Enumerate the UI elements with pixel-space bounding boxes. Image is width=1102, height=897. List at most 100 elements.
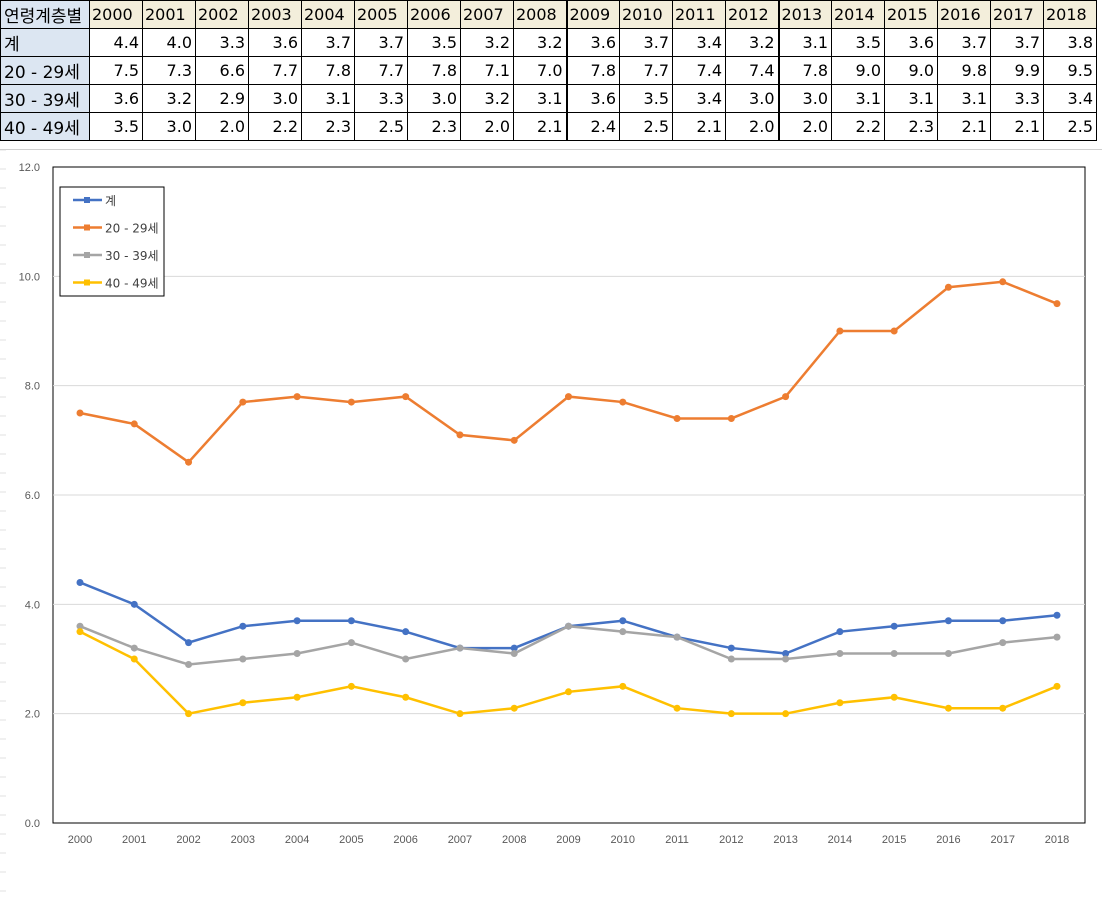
value-cell[interactable]: 4.0 xyxy=(142,28,196,57)
value-cell[interactable]: 2.3 xyxy=(407,112,461,141)
year-header[interactable]: 2017 xyxy=(990,0,1044,29)
value-cell[interactable]: 3.6 xyxy=(565,84,620,113)
value-cell[interactable]: 7.5 xyxy=(89,56,143,85)
value-cell[interactable]: 3.4 xyxy=(1043,84,1097,113)
value-cell[interactable]: 9.0 xyxy=(831,56,885,85)
value-cell[interactable]: 2.2 xyxy=(831,112,885,141)
value-cell[interactable]: 2.1 xyxy=(672,112,726,141)
value-cell[interactable]: 3.5 xyxy=(407,28,461,57)
value-cell[interactable]: 7.1 xyxy=(460,56,514,85)
value-cell[interactable]: 7.3 xyxy=(142,56,196,85)
value-cell[interactable]: 3.7 xyxy=(619,28,673,57)
row-label[interactable]: 계 xyxy=(0,28,90,57)
value-cell[interactable]: 7.0 xyxy=(513,56,567,85)
value-cell[interactable]: 7.4 xyxy=(725,56,779,85)
value-cell[interactable]: 3.4 xyxy=(672,28,726,57)
value-cell[interactable]: 3.4 xyxy=(672,84,726,113)
row-label[interactable]: 30 - 39세 xyxy=(0,84,90,113)
value-cell[interactable]: 2.4 xyxy=(565,112,620,141)
value-cell[interactable]: 3.8 xyxy=(1043,28,1097,57)
row-label[interactable]: 40 - 49세 xyxy=(0,112,90,141)
value-cell[interactable]: 2.5 xyxy=(619,112,673,141)
value-cell[interactable]: 7.8 xyxy=(407,56,461,85)
value-cell[interactable]: 6.6 xyxy=(195,56,249,85)
value-cell[interactable]: 3.3 xyxy=(195,28,249,57)
year-header[interactable]: 2014 xyxy=(831,0,885,29)
year-header[interactable]: 2006 xyxy=(407,0,461,29)
year-header[interactable]: 2012 xyxy=(725,0,779,29)
value-cell[interactable]: 3.5 xyxy=(831,28,885,57)
value-cell[interactable]: 3.1 xyxy=(831,84,885,113)
value-cell[interactable]: 3.3 xyxy=(354,84,408,113)
value-cell[interactable]: 7.4 xyxy=(672,56,726,85)
value-cell[interactable]: 2.2 xyxy=(248,112,302,141)
year-header[interactable]: 2013 xyxy=(777,0,832,29)
value-cell[interactable]: 3.0 xyxy=(725,84,779,113)
value-cell[interactable]: 3.2 xyxy=(513,28,567,57)
year-header[interactable]: 2007 xyxy=(460,0,514,29)
year-header[interactable]: 2009 xyxy=(565,0,620,29)
value-cell[interactable]: 9.0 xyxy=(884,56,938,85)
value-cell[interactable]: 2.1 xyxy=(513,112,567,141)
value-cell[interactable]: 3.1 xyxy=(301,84,355,113)
value-cell[interactable]: 3.0 xyxy=(407,84,461,113)
year-header[interactable]: 2003 xyxy=(248,0,302,29)
value-cell[interactable]: 3.5 xyxy=(89,112,143,141)
value-cell[interactable]: 3.3 xyxy=(990,84,1044,113)
value-cell[interactable]: 3.2 xyxy=(725,28,779,57)
year-header[interactable]: 2005 xyxy=(354,0,408,29)
value-cell[interactable]: 7.7 xyxy=(248,56,302,85)
value-cell[interactable]: 3.2 xyxy=(460,28,514,57)
year-header[interactable]: 2002 xyxy=(195,0,249,29)
value-cell[interactable]: 3.0 xyxy=(248,84,302,113)
value-cell[interactable]: 3.7 xyxy=(937,28,991,57)
value-cell[interactable]: 2.5 xyxy=(354,112,408,141)
value-cell[interactable]: 3.6 xyxy=(248,28,302,57)
value-cell[interactable]: 2.0 xyxy=(777,112,832,141)
value-cell[interactable]: 2.5 xyxy=(1043,112,1097,141)
year-header[interactable]: 2008 xyxy=(513,0,567,29)
value-cell[interactable]: 4.4 xyxy=(89,28,143,57)
value-cell[interactable]: 3.1 xyxy=(513,84,567,113)
value-cell[interactable]: 2.0 xyxy=(725,112,779,141)
value-cell[interactable]: 3.7 xyxy=(354,28,408,57)
value-cell[interactable]: 2.1 xyxy=(990,112,1044,141)
value-cell[interactable]: 7.7 xyxy=(354,56,408,85)
value-cell[interactable]: 2.0 xyxy=(460,112,514,141)
value-cell[interactable]: 9.5 xyxy=(1043,56,1097,85)
value-cell[interactable]: 3.1 xyxy=(884,84,938,113)
year-header[interactable]: 2010 xyxy=(619,0,673,29)
value-cell[interactable]: 7.8 xyxy=(777,56,832,85)
value-cell[interactable]: 3.2 xyxy=(142,84,196,113)
row-label[interactable]: 20 - 29세 xyxy=(0,56,90,85)
corner-header[interactable]: 연령계층별 xyxy=(0,0,90,29)
year-header[interactable]: 2001 xyxy=(142,0,196,29)
value-cell[interactable]: 2.3 xyxy=(884,112,938,141)
value-cell[interactable]: 2.1 xyxy=(937,112,991,141)
value-cell[interactable]: 9.9 xyxy=(990,56,1044,85)
value-cell[interactable]: 3.2 xyxy=(460,84,514,113)
value-cell[interactable]: 3.7 xyxy=(990,28,1044,57)
value-cell[interactable]: 2.3 xyxy=(301,112,355,141)
year-header[interactable]: 2016 xyxy=(937,0,991,29)
value-cell[interactable]: 3.0 xyxy=(142,112,196,141)
value-cell[interactable]: 7.7 xyxy=(619,56,673,85)
year-header[interactable]: 2015 xyxy=(884,0,938,29)
value-cell[interactable]: 2.0 xyxy=(195,112,249,141)
value-cell[interactable]: 3.6 xyxy=(89,84,143,113)
value-cell[interactable]: 3.0 xyxy=(777,84,832,113)
value-cell[interactable]: 3.5 xyxy=(619,84,673,113)
value-cell[interactable]: 9.8 xyxy=(937,56,991,85)
year-header[interactable]: 2004 xyxy=(301,0,355,29)
year-header[interactable]: 2011 xyxy=(672,0,726,29)
value-cell[interactable]: 7.8 xyxy=(565,56,620,85)
value-cell[interactable]: 3.7 xyxy=(301,28,355,57)
year-header[interactable]: 2000 xyxy=(89,0,143,29)
value-cell[interactable]: 3.1 xyxy=(937,84,991,113)
value-cell[interactable]: 7.8 xyxy=(301,56,355,85)
value-cell[interactable]: 3.6 xyxy=(884,28,938,57)
year-header[interactable]: 2018 xyxy=(1043,0,1097,29)
value-cell[interactable]: 3.1 xyxy=(777,28,832,57)
value-cell[interactable]: 2.9 xyxy=(195,84,249,113)
value-cell[interactable]: 3.6 xyxy=(565,28,620,57)
